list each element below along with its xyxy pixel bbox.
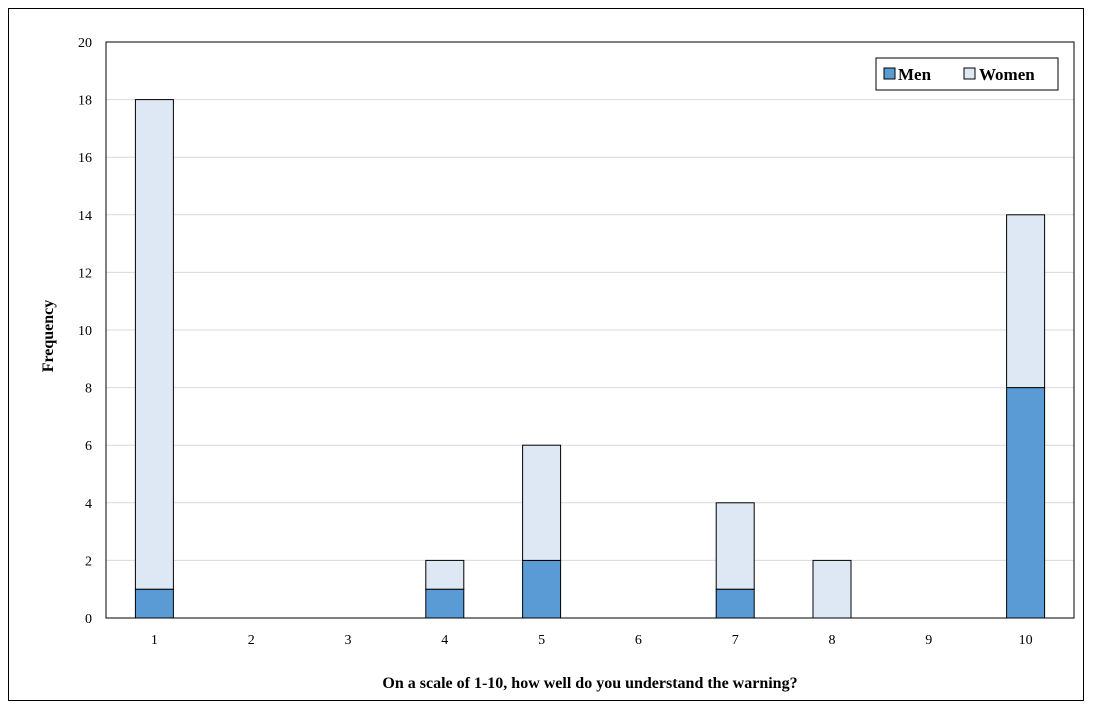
y-tick-label: 10 — [78, 324, 92, 339]
y-tick-label: 0 — [85, 612, 92, 627]
gridlines — [106, 41, 1074, 561]
legend-label-men: Men — [898, 65, 932, 84]
y-tick-label: 2 — [85, 554, 92, 569]
bar-men-5 — [522, 559, 562, 619]
x-tick-label: 5 — [538, 633, 545, 648]
legend: Men Women — [875, 57, 1059, 91]
y-tick-label: 4 — [85, 497, 92, 512]
y-tick-label: 6 — [85, 439, 92, 454]
bar-women-10 — [1006, 214, 1046, 389]
bar-women-8 — [812, 559, 852, 619]
x-tick-label: 7 — [732, 633, 739, 648]
bar-men-4 — [425, 588, 465, 619]
y-tick-label: 12 — [78, 266, 92, 281]
bar-men-1 — [134, 588, 174, 619]
bar-men-7 — [715, 588, 755, 619]
bars — [134, 99, 1046, 619]
bar-women-4 — [425, 559, 465, 590]
bar-men-10 — [1006, 387, 1046, 619]
legend-swatch-women — [963, 67, 976, 80]
bar-women-1 — [134, 99, 174, 590]
x-tick-label: 9 — [925, 633, 932, 648]
y-tick-label: 8 — [85, 382, 92, 397]
x-tick-label: 8 — [829, 633, 836, 648]
x-tick-label: 4 — [441, 633, 448, 648]
bar-women-5 — [522, 444, 562, 561]
x-tick-label: 3 — [345, 633, 352, 648]
y-axis-title: Frequency — [40, 300, 57, 373]
plot-area-border — [105, 41, 1075, 619]
x-tick-label: 10 — [1019, 633, 1033, 648]
x-tick-label: 2 — [248, 633, 255, 648]
y-tick-label: 14 — [78, 209, 92, 224]
bar-women-7 — [715, 502, 755, 590]
y-tick-label: 16 — [78, 151, 92, 166]
axes — [105, 41, 1075, 619]
x-tick-label: 1 — [151, 633, 158, 648]
legend-label-women: Women — [979, 65, 1035, 84]
y-tick-label: 18 — [78, 94, 92, 109]
x-axis-title: On a scale of 1-10, how well do you unde… — [382, 675, 797, 692]
legend-swatch-men — [883, 67, 896, 80]
x-tick-label: 6 — [635, 633, 642, 648]
y-tick-label: 20 — [78, 36, 92, 51]
